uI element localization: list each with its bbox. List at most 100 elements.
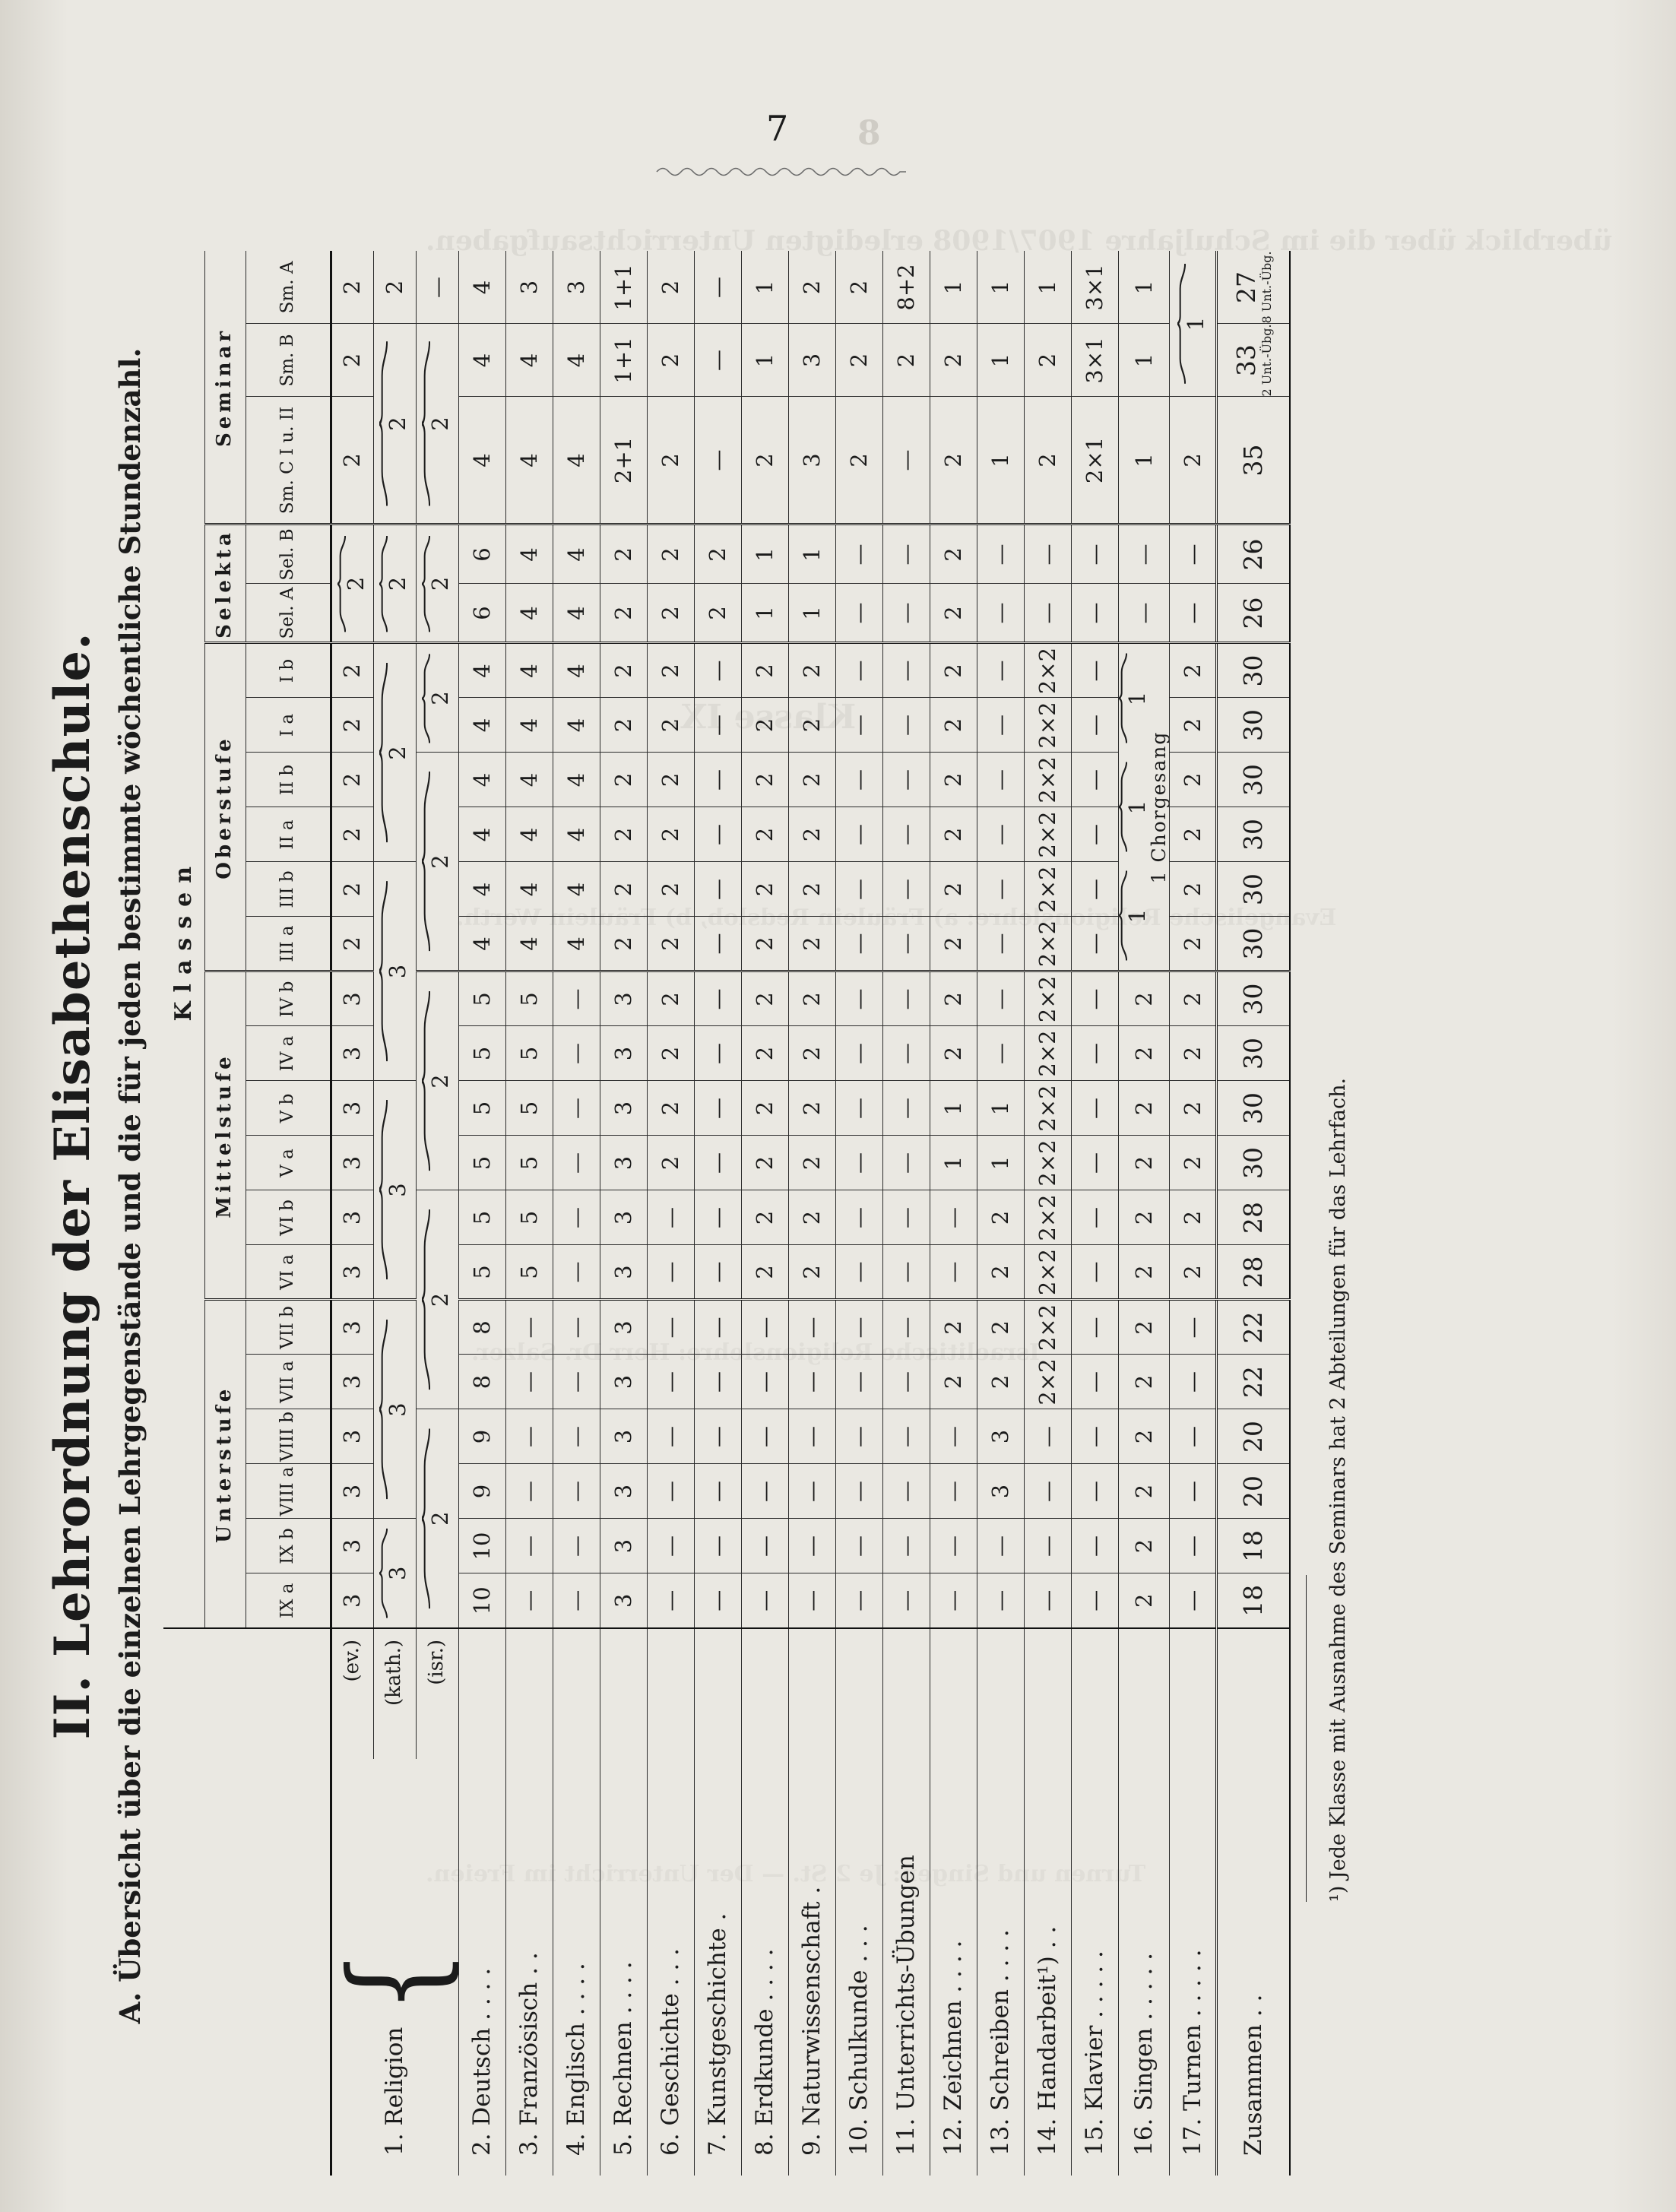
- table-cell: 2: [331, 698, 373, 753]
- table-cell: 2: [788, 1081, 835, 1136]
- table-cell: 26: [1216, 524, 1290, 584]
- table-cell: 30: [1216, 1081, 1290, 1136]
- table-cell: —: [788, 1464, 835, 1519]
- table-cell: 4: [553, 323, 600, 397]
- table-cell: —: [835, 807, 882, 862]
- table-cell: 2×2: [1024, 807, 1071, 862]
- table-cell: —: [788, 1300, 835, 1355]
- table-cell: 1: [930, 251, 977, 324]
- table-cell: —: [694, 643, 741, 698]
- table-cell: —: [1024, 584, 1071, 643]
- table-cell: —: [1071, 1409, 1118, 1464]
- table-cell: —: [835, 1409, 882, 1464]
- total-row-label: Zusammen . .: [1216, 1628, 1290, 2176]
- table-cell: 5: [505, 1190, 553, 1245]
- table-cell: 2: [977, 1355, 1024, 1409]
- table-cell: V a: [246, 1136, 331, 1190]
- table-cell: 2: [1024, 323, 1071, 397]
- table-cell: 2: [600, 524, 647, 584]
- table-cell: VI b: [246, 1190, 331, 1245]
- table-cell: —: [930, 1190, 977, 1245]
- table-cell: —: [1071, 1136, 1118, 1190]
- wavy-rule: [656, 167, 906, 176]
- table-cell: —: [835, 1136, 882, 1190]
- table-cell: 5: [505, 1026, 553, 1081]
- table-cell: 2: [977, 1245, 1024, 1300]
- table-cell: 2×2: [1024, 1081, 1071, 1136]
- table-cell: —: [1169, 584, 1217, 643]
- table-cell: 2: [647, 584, 694, 643]
- subject-label: 17. Turnen . . . . .: [1169, 1628, 1217, 2176]
- table-cell: 3: [331, 1190, 373, 1245]
- table-cell: —: [647, 1464, 694, 1519]
- table-cell: —: [977, 862, 1024, 917]
- table-cell: II a: [246, 807, 331, 862]
- table-cell: —: [882, 971, 930, 1026]
- table-cell: —: [788, 1355, 835, 1409]
- table-cell: Sel. A: [246, 584, 331, 643]
- table-cell: 3×1: [1071, 323, 1118, 397]
- table-cell: —: [882, 643, 930, 698]
- table-cell: —: [1024, 524, 1071, 584]
- table-cell: —: [930, 1519, 977, 1573]
- table-cell: 2: [416, 753, 458, 971]
- table-cell: 2: [1118, 1081, 1170, 1136]
- table-cell: 2: [788, 1026, 835, 1081]
- table-cell: 3: [373, 1519, 416, 1628]
- group-brace-icon: [1177, 263, 1187, 384]
- table-cell: 2: [1118, 1136, 1170, 1190]
- table-cell: 5: [505, 1245, 553, 1300]
- table-cell: I a: [246, 698, 331, 753]
- group-brace-icon: [422, 1428, 431, 1609]
- document-subtitle: A. Übersicht über die einzelnen Lehrgege…: [113, 347, 147, 2024]
- table-cell: —: [1071, 1519, 1118, 1573]
- table-cell: 2: [788, 1190, 835, 1245]
- table-cell: 3: [600, 1190, 647, 1245]
- table-cell: —: [835, 1300, 882, 1355]
- table-cell: —: [1071, 643, 1118, 698]
- table-cell: 3: [331, 1464, 373, 1519]
- table-cell: 9: [458, 1409, 505, 1464]
- table-cell: —: [1169, 1464, 1217, 1519]
- table-cell: 1: [1118, 251, 1170, 324]
- table-cell: —: [553, 1355, 600, 1409]
- table-cell: VIII a: [246, 1464, 331, 1519]
- table-cell: 2: [600, 643, 647, 698]
- table-cell: 4: [553, 807, 600, 862]
- table-cell: 5: [458, 1081, 505, 1136]
- footnote-rule: [1305, 1575, 1307, 1902]
- table-cell: 30: [1216, 643, 1290, 698]
- table-cell: 2×2: [1024, 643, 1071, 698]
- group-brace-icon: [422, 991, 431, 1171]
- table-cell: —: [1071, 753, 1118, 807]
- table-cell: —: [647, 1300, 694, 1355]
- table-cell: —: [416, 251, 458, 324]
- table-cell: 2: [930, 1026, 977, 1081]
- table-cell: —: [788, 1409, 835, 1464]
- table-cell: 2: [882, 323, 930, 397]
- group-brace-icon: [422, 341, 431, 506]
- table-cell: 2: [741, 698, 788, 753]
- table-cell: 30: [1216, 698, 1290, 753]
- table-cell: 20: [1216, 1409, 1290, 1464]
- table-cell: 4: [505, 753, 553, 807]
- table-cell: 2: [1118, 1300, 1170, 1355]
- table-cell: —: [741, 1573, 788, 1628]
- table-cell: —: [930, 1409, 977, 1464]
- table-cell: 3: [600, 1355, 647, 1409]
- group-brace-icon: [422, 1209, 431, 1390]
- table-cell: —: [553, 1409, 600, 1464]
- subject-label: 9. Naturwissenschaft .: [788, 1628, 835, 2176]
- table-cell: —: [835, 524, 882, 584]
- table-cell: 4: [458, 917, 505, 971]
- table-cell: 3: [600, 1573, 647, 1628]
- table-cell: 4: [553, 643, 600, 698]
- table-cell: 2: [741, 917, 788, 971]
- table-cell: —: [977, 971, 1024, 1026]
- table-cell: —: [694, 1026, 741, 1081]
- table-cell: 2: [930, 1300, 977, 1355]
- table-cell: 2: [930, 1355, 977, 1409]
- table-cell: 2: [835, 397, 882, 524]
- group-header-0: Unterstufe: [204, 1300, 246, 1628]
- table-cell: 2: [788, 862, 835, 917]
